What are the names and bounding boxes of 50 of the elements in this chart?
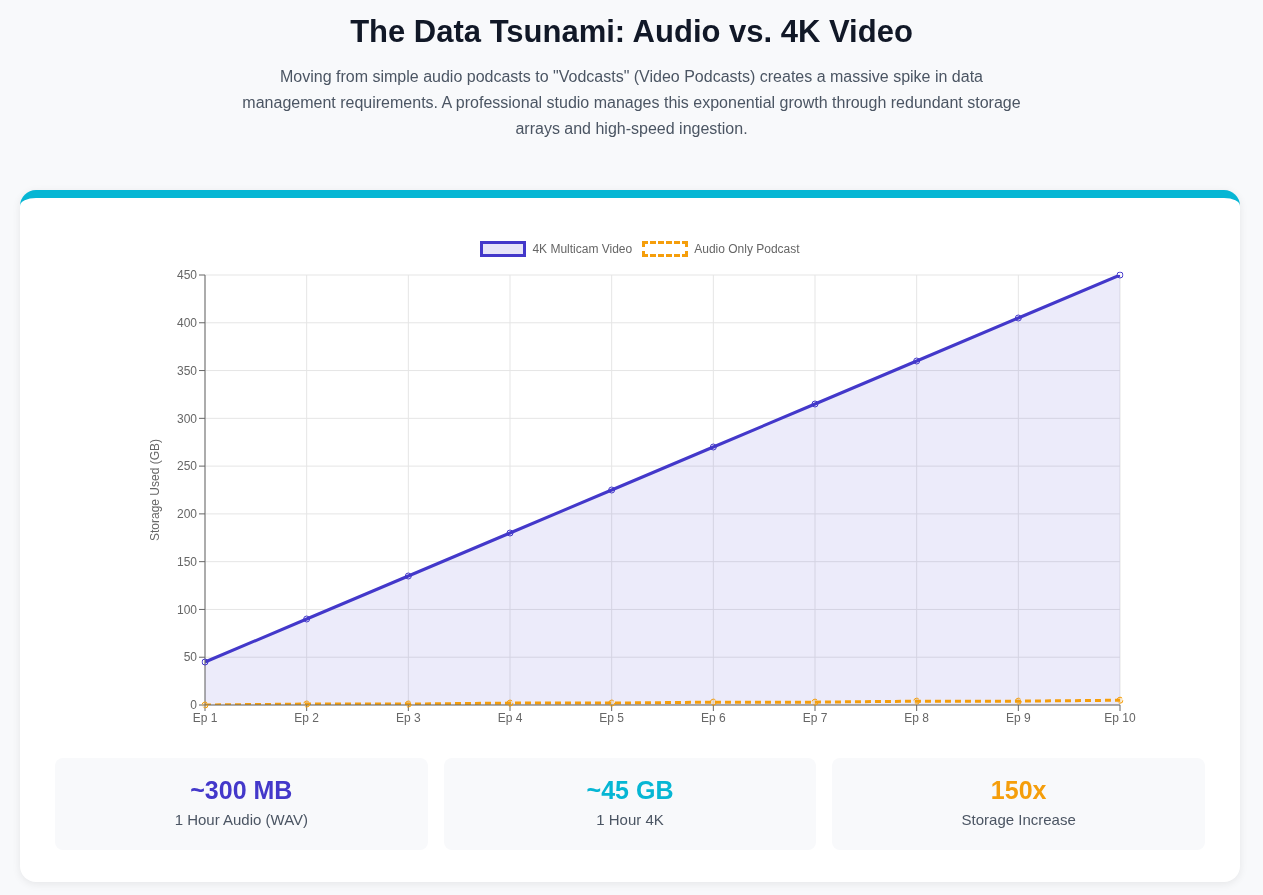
x-tick-label: Ep 9 <box>1005 710 1031 725</box>
y-tick-label: 200 <box>176 507 198 522</box>
point <box>811 400 819 408</box>
y-tick-label: 450 <box>176 268 198 283</box>
point <box>913 697 921 705</box>
y-tick-label: 400 <box>176 316 198 331</box>
text: 1 Hour Audio (WAV) <box>173 811 310 828</box>
x-tick-label: Ep 10 <box>1104 710 1137 725</box>
legend-label: 4K Multicam Video <box>532 242 633 256</box>
point <box>1116 271 1124 279</box>
x-tick-label: Ep 7 <box>802 710 828 725</box>
point <box>709 698 717 706</box>
point <box>404 572 412 580</box>
point <box>1116 696 1124 704</box>
point <box>506 699 514 707</box>
point <box>303 700 311 708</box>
point <box>709 443 717 451</box>
point <box>303 615 311 623</box>
x-tick-label: Ep 4 <box>497 710 523 725</box>
legend-label: Audio Only Podcast <box>694 242 800 256</box>
point <box>506 529 514 537</box>
y-tick-label: 350 <box>176 363 198 378</box>
y-axis-title: Storage Used (GB) <box>148 438 163 542</box>
text: 150x <box>989 776 1048 805</box>
x-tick-label: Ep 5 <box>599 710 625 725</box>
x-tick-label: Ep 2 <box>294 710 320 725</box>
point <box>913 357 921 365</box>
point <box>1014 314 1022 322</box>
y-tick-label: 250 <box>176 459 198 474</box>
y-tick-label: 50 <box>183 650 198 665</box>
x-tick-label: Ep 6 <box>700 710 726 725</box>
x-tick-label: Ep 8 <box>904 710 930 725</box>
chart-title: The Data Tsunami: Audio vs. 4K Video <box>349 13 914 50</box>
text: ~45 GB <box>585 776 675 805</box>
text: ~300 MB <box>189 776 294 805</box>
point <box>608 486 616 494</box>
point <box>811 698 819 706</box>
x-tick-label: Ep 1 <box>192 710 218 725</box>
y-tick-label: 150 <box>176 554 198 569</box>
text: Storage Increase <box>960 811 1077 828</box>
y-tick-label: 0 <box>190 698 198 713</box>
point <box>608 699 616 707</box>
x-tick-label: Ep 3 <box>395 710 421 725</box>
point <box>404 700 412 708</box>
point <box>1014 697 1022 705</box>
text: 1 Hour 4K <box>595 811 665 828</box>
y-tick-label: 300 <box>176 411 198 426</box>
point <box>201 658 209 666</box>
chart-subtitle: Moving from simple audio podcasts to "Vodcasts" (Video Podcasts) creates a massive spike in data management requirements. A professional studio manages this exponential growth through redundant storage arrays and high-speed ingestion. <box>241 67 1022 139</box>
y-tick-label: 100 <box>176 602 198 617</box>
